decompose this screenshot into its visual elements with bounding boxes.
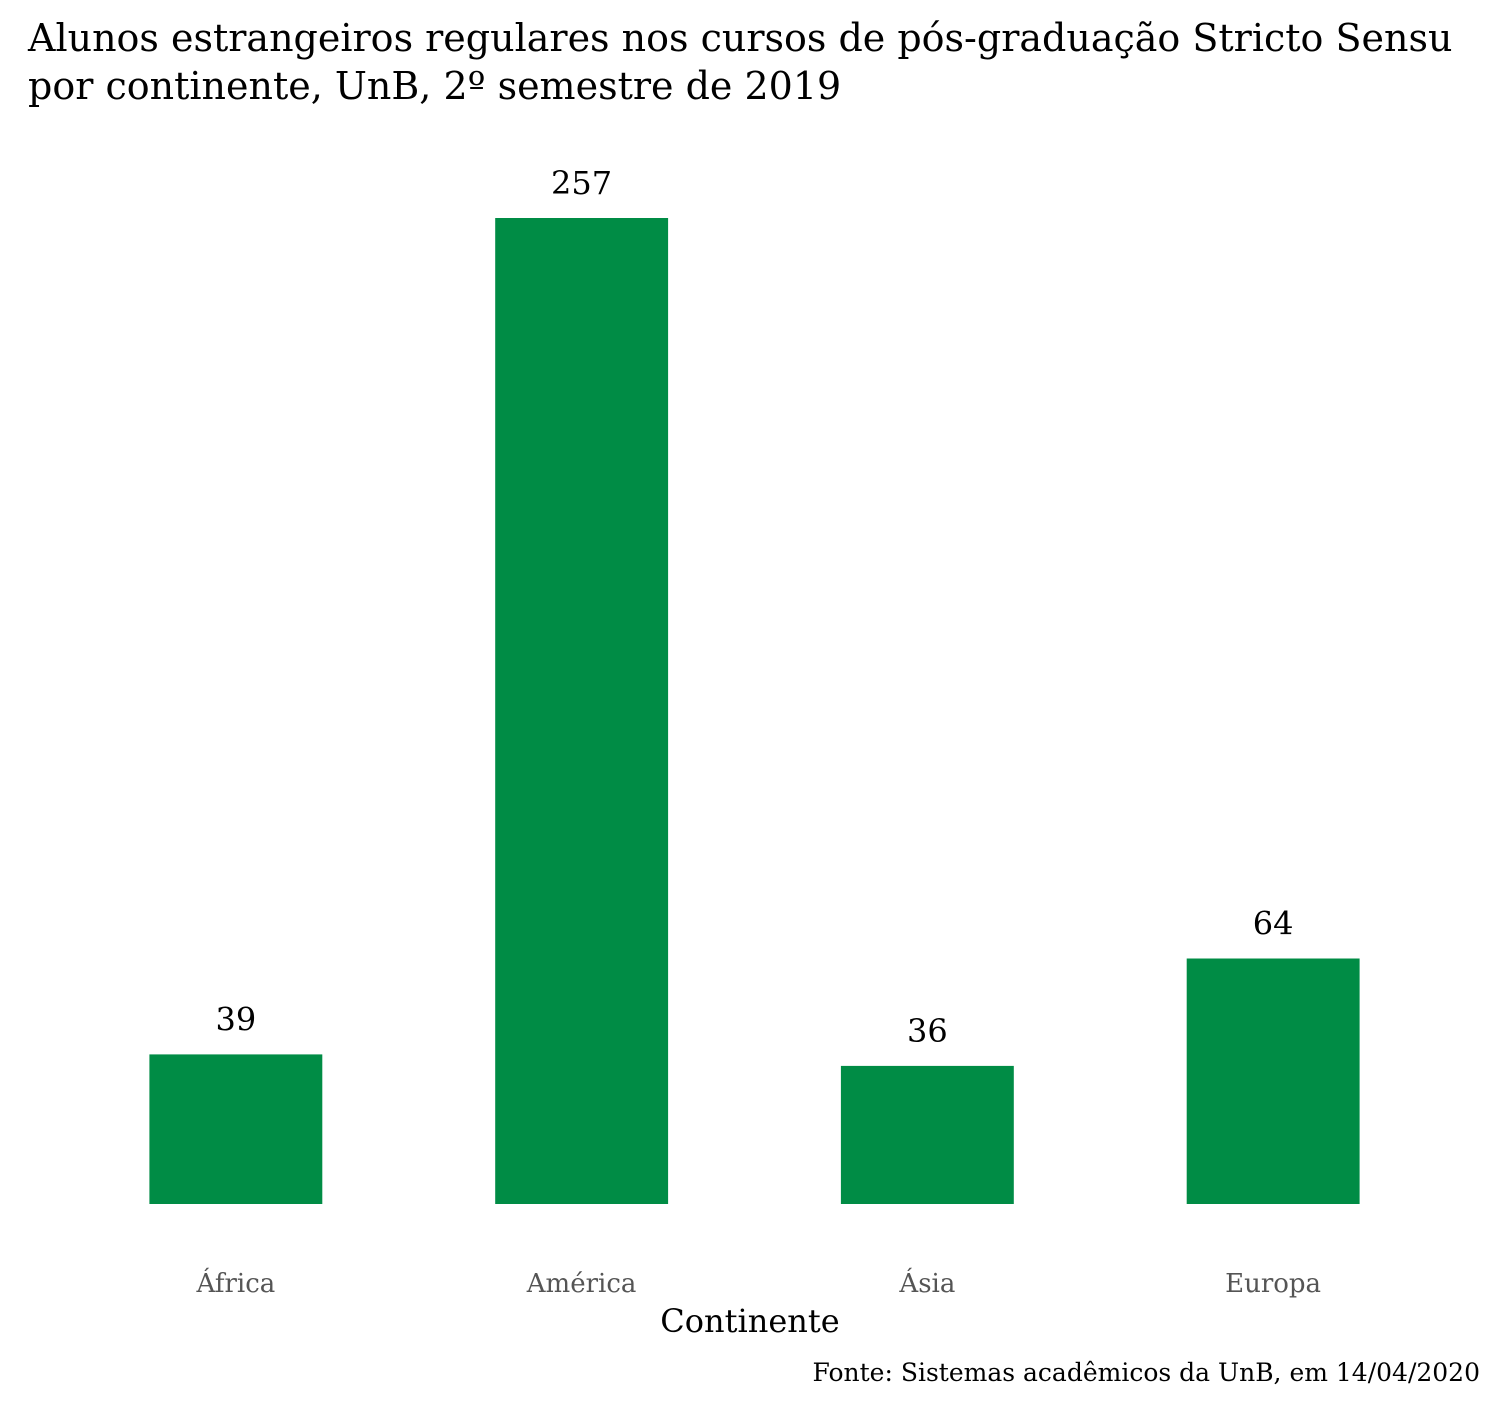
data-label-1: 257 [551, 164, 612, 202]
x-tick-label-0: África [196, 1267, 276, 1299]
chart-title-line-2: por continente, UnB, 2º semestre de 2019 [28, 64, 842, 108]
source-caption: Fonte: Sistemas acadêmicos da UnB, em 14… [812, 1358, 1481, 1387]
data-label-0: 39 [216, 1000, 257, 1038]
data-label-2: 36 [907, 1012, 948, 1050]
bar-0 [149, 1054, 323, 1204]
chart-title-line-1: Alunos estrangeiros regulares nos cursos… [28, 16, 1453, 60]
data-label-3: 64 [1253, 905, 1294, 943]
chart-title: Alunos estrangeiros regulares nos cursos… [28, 14, 1488, 110]
bar-chart: 39 África 257 América 36 Ásia 64 Europa [149, 164, 1360, 1299]
bar-3 [1186, 958, 1360, 1204]
x-axis-title: Continente [660, 1302, 840, 1340]
x-tick-label-1: América [526, 1269, 637, 1299]
bar-2 [840, 1065, 1014, 1204]
bar-1 [495, 218, 669, 1204]
x-tick-label-2: Ásia [898, 1267, 955, 1299]
x-tick-label-3: Europa [1225, 1269, 1321, 1299]
